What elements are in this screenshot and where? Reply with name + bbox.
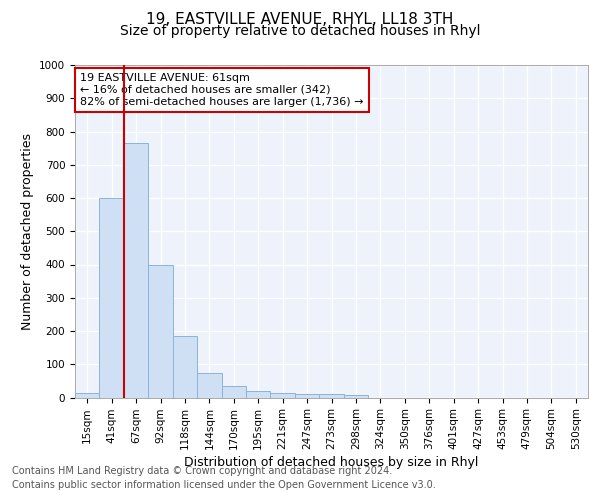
Bar xyxy=(221,386,246,398)
X-axis label: Distribution of detached houses by size in Rhyl: Distribution of detached houses by size … xyxy=(184,456,479,469)
Bar xyxy=(319,394,344,398)
Bar xyxy=(295,394,319,398)
Text: Contains public sector information licensed under the Open Government Licence v3: Contains public sector information licen… xyxy=(12,480,436,490)
Bar xyxy=(148,264,173,398)
Bar xyxy=(271,392,295,398)
Bar xyxy=(100,198,124,398)
Text: 19, EASTVILLE AVENUE, RHYL, LL18 3TH: 19, EASTVILLE AVENUE, RHYL, LL18 3TH xyxy=(146,12,454,28)
Text: 19 EASTVILLE AVENUE: 61sqm
← 16% of detached houses are smaller (342)
82% of sem: 19 EASTVILLE AVENUE: 61sqm ← 16% of deta… xyxy=(80,74,364,106)
Text: Size of property relative to detached houses in Rhyl: Size of property relative to detached ho… xyxy=(120,24,480,38)
Text: Contains HM Land Registry data © Crown copyright and database right 2024.: Contains HM Land Registry data © Crown c… xyxy=(12,466,392,476)
Bar xyxy=(197,372,221,398)
Bar xyxy=(124,143,148,398)
Bar xyxy=(173,336,197,398)
Bar xyxy=(246,391,271,398)
Bar xyxy=(75,392,100,398)
Y-axis label: Number of detached properties: Number of detached properties xyxy=(20,132,34,330)
Bar xyxy=(344,395,368,398)
